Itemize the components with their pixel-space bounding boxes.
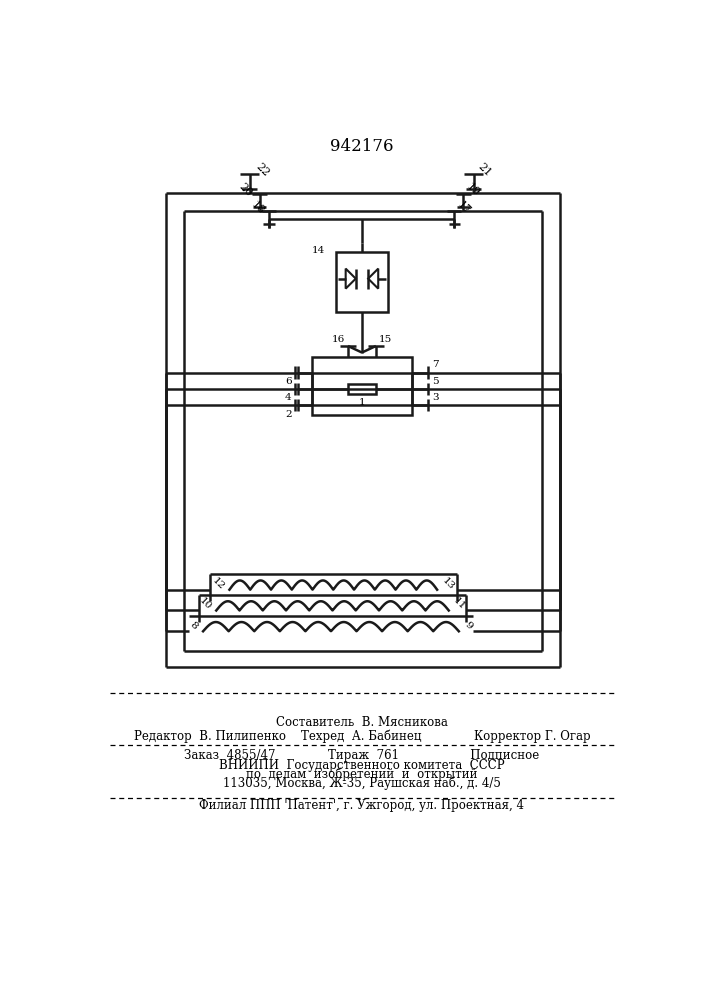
- Text: 7: 7: [432, 360, 439, 369]
- Text: 9: 9: [462, 620, 474, 631]
- Text: 113035, Москва, Ж-35, Раушская наб., д. 4/5: 113035, Москва, Ж-35, Раушская наб., д. …: [223, 777, 501, 790]
- Text: 1: 1: [358, 398, 366, 407]
- Bar: [336, 252, 388, 312]
- Text: ВНИИПИ  Государственного комитета  СССР: ВНИИПИ Государственного комитета СССР: [219, 759, 505, 772]
- Text: Редактор  В. Пилипенко    Техред  А. Бабинец              Корректор Г. Огар: Редактор В. Пилипенко Техред А. Бабинец …: [134, 729, 590, 743]
- Text: 11: 11: [452, 596, 467, 612]
- Text: 17: 17: [455, 199, 472, 216]
- Text: 15: 15: [378, 335, 392, 344]
- Text: 18: 18: [249, 199, 266, 216]
- Text: 6: 6: [285, 377, 292, 386]
- Text: 14: 14: [312, 246, 325, 255]
- Text: 21: 21: [476, 161, 493, 179]
- Text: Заказ  4855/47              Тираж  761                   Подписное: Заказ 4855/47 Тираж 761 Подписное: [185, 749, 539, 762]
- Text: 8: 8: [188, 620, 199, 631]
- Text: 13: 13: [440, 576, 456, 591]
- Text: 10: 10: [197, 596, 214, 612]
- Text: 5: 5: [432, 377, 439, 386]
- Text: 2: 2: [285, 410, 292, 419]
- Bar: [312, 357, 412, 415]
- Text: 942176: 942176: [330, 138, 394, 155]
- Text: 12: 12: [211, 576, 226, 591]
- Bar: [349, 384, 375, 394]
- Text: 3: 3: [432, 393, 439, 402]
- Text: 22: 22: [253, 161, 271, 179]
- Text: Составитель  В. Мясникова: Составитель В. Мясникова: [276, 716, 448, 729]
- Text: 4: 4: [285, 393, 292, 402]
- Text: 20: 20: [237, 181, 255, 199]
- Text: Филиал ППП 'Патент', г. Ужгород, ул. Проектная, 4: Филиал ППП 'Патент', г. Ужгород, ул. Про…: [199, 799, 525, 812]
- Text: 16: 16: [332, 335, 345, 344]
- Text: по  делам  изобретений  и  открытий: по делам изобретений и открытий: [246, 768, 478, 781]
- Text: 19: 19: [464, 181, 481, 199]
